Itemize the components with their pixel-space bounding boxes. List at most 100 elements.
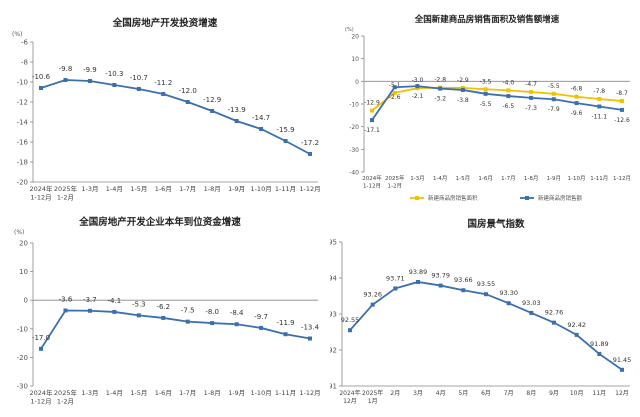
y-tick-label: 91 <box>330 383 337 391</box>
x-category-label: 10月 <box>570 390 584 397</box>
x-category-label: 1-4月 <box>433 175 447 182</box>
data-label: -9.9 <box>83 66 97 74</box>
y-tick-label: 20 <box>19 240 28 248</box>
data-point <box>185 319 190 324</box>
data-point <box>185 100 190 104</box>
data-label: 93.03 <box>522 299 541 307</box>
data-label: -17.0 <box>32 334 50 342</box>
data-point <box>574 101 579 106</box>
y-tick-label: -10 <box>349 102 359 109</box>
data-point <box>416 279 420 284</box>
data-point <box>529 310 534 315</box>
x-category-label: 1-10月 <box>250 185 271 193</box>
data-point <box>63 308 68 313</box>
data-point <box>392 85 397 90</box>
data-label: -3.8 <box>457 97 469 104</box>
chart-title: 全国房地产开发投资增速 <box>112 17 218 29</box>
x-category-label: 2025年 1月 <box>362 389 383 405</box>
data-label: -5.5 <box>548 83 560 90</box>
x-category-label: 1-3月 <box>81 389 98 397</box>
y-tick-label: -18 <box>17 159 28 167</box>
x-category-label: 2024年 12月 <box>339 389 360 405</box>
data-point <box>620 107 624 112</box>
data-point <box>112 309 117 314</box>
data-label: -2.9 <box>457 77 469 84</box>
data-label: -3.0 <box>412 77 424 84</box>
data-point <box>597 104 602 109</box>
data-label: -3.5 <box>480 78 492 85</box>
y-unit-label: (%) <box>12 31 22 38</box>
x-category-label: 2024年 1-12月 <box>362 174 382 190</box>
x-category-label: 1-12月 <box>299 185 320 193</box>
y-tick-label: -20 <box>17 354 28 362</box>
x-category-label: 1-8月 <box>524 175 538 182</box>
data-label: -5.5 <box>480 101 492 108</box>
data-point <box>597 351 602 356</box>
data-label: -3.6 <box>59 295 73 303</box>
data-point <box>136 313 141 318</box>
data-point <box>529 89 534 94</box>
data-label: -10.6 <box>32 73 51 81</box>
data-point <box>415 84 420 89</box>
data-point <box>161 92 166 96</box>
data-label: -8.4 <box>230 309 244 317</box>
data-point <box>234 119 239 123</box>
legend-label: 新建商品房销售面积 <box>428 194 478 202</box>
data-label: -9.8 <box>59 65 73 73</box>
data-label: -14.7 <box>252 114 270 122</box>
data-point <box>460 85 465 90</box>
x-category-label: 1-9月 <box>228 185 245 193</box>
data-point <box>161 315 166 320</box>
data-label: 93.30 <box>499 289 518 297</box>
data-label: -4.1 <box>108 297 122 305</box>
data-label: -2.1 <box>412 93 424 100</box>
data-label: -3.7 <box>83 296 97 304</box>
data-point <box>506 88 511 93</box>
data-label: -2.8 <box>434 77 446 84</box>
x-category-label: 12月 <box>615 390 629 397</box>
x-category-label: 1-5月 <box>130 389 147 397</box>
funding-growth-chart: 全国房地产开发企业本年到位资金增速 (%) 20 10 0 -10 -20 -30 2024年 1… <box>0 210 330 417</box>
series-line <box>371 85 623 121</box>
x-category-label: 1-11月 <box>590 175 608 182</box>
x-category-label: 1-3月 <box>81 185 98 193</box>
investment-growth-chart: 全国房地产开发投资增速 (%) -6 -8 -10 -12 -14 -16 -18 -20 2024… <box>0 0 330 210</box>
x-category-label: 1-7月 <box>179 185 196 193</box>
data-label: -17.2 <box>301 139 319 147</box>
y-unit-label: (%) <box>14 229 24 236</box>
data-point <box>574 332 579 337</box>
x-category-label: 1-12月 <box>613 175 631 182</box>
y-tick-label: -10 <box>17 325 28 333</box>
data-label: -8.0 <box>205 308 219 316</box>
x-category-label: 2024年 1-12月 <box>29 388 53 406</box>
data-label: 93.55 <box>477 280 496 288</box>
data-point <box>87 79 92 83</box>
data-label: -2.6 <box>389 94 401 101</box>
x-category-label: 1-5月 <box>130 185 147 193</box>
y-tick-label: -12 <box>17 99 28 107</box>
y-tick-label: 10 <box>351 56 359 63</box>
legend-marker <box>525 196 529 200</box>
x-category-label: 1-9月 <box>228 389 245 397</box>
data-point <box>552 320 556 325</box>
chart-title: 全国新建商品房销售面积及销售额增速 <box>414 14 560 25</box>
x-category-label: 1-11月 <box>275 185 296 193</box>
y-tick-label: 0 <box>24 297 28 305</box>
data-label: -6.5 <box>503 103 515 110</box>
x-category-label: 2025年 1-2月 <box>54 388 78 406</box>
data-label: -11.2 <box>154 79 172 87</box>
x-category-label: 1-6月 <box>478 175 492 182</box>
x-category-label: 2024年 1-12月 <box>29 184 53 202</box>
data-point <box>39 86 43 90</box>
data-label: 92.76 <box>545 309 564 317</box>
data-label: -7.8 <box>593 88 605 95</box>
x-category-label: 2025年 1-2月 <box>385 174 405 190</box>
data-point <box>438 283 443 288</box>
data-label: -11.1 <box>592 113 608 120</box>
x-category-label: 7月 <box>504 390 514 397</box>
legend-marker <box>415 196 419 200</box>
x-category-label: 1-12月 <box>299 389 320 397</box>
data-label: 91.89 <box>590 340 609 348</box>
data-point <box>370 108 374 113</box>
